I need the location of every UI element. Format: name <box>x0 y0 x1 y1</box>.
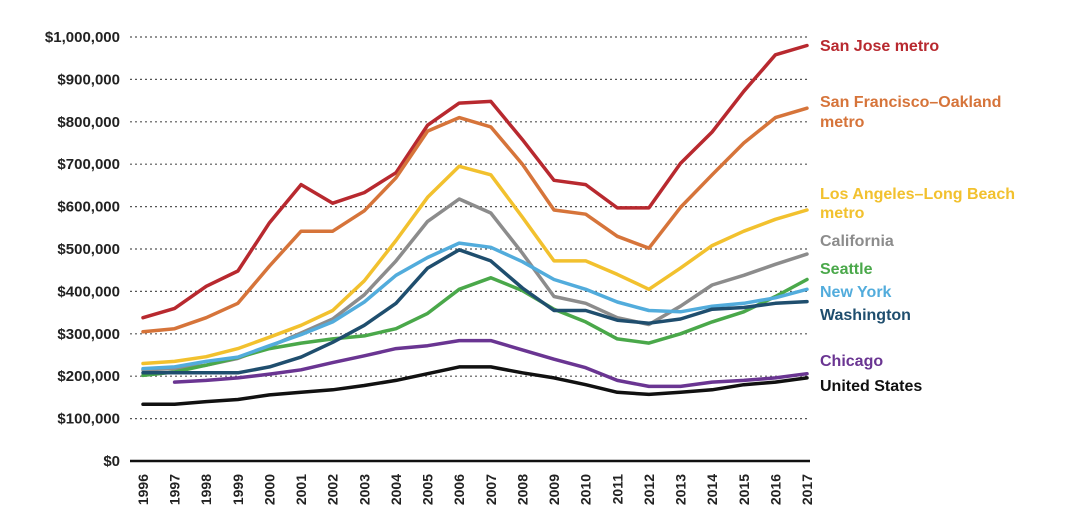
series-line-chicago <box>172 338 809 389</box>
x-tick-label: 2016 <box>767 474 783 505</box>
series-label: Seattle <box>820 261 873 278</box>
series-line-united-states <box>141 365 809 406</box>
y-tick-label: $0 <box>103 453 120 470</box>
x-tick-label: 2009 <box>546 474 562 505</box>
x-tick-label: 2004 <box>388 474 404 505</box>
series-label: San Francisco–Oakland <box>820 94 1001 111</box>
x-tick-label: 2010 <box>578 474 594 505</box>
x-tick-label: 2001 <box>293 474 309 505</box>
y-tick-label: $1,000,000 <box>45 29 120 46</box>
x-tick-label: 1999 <box>230 474 246 505</box>
x-tick-label: 2015 <box>736 474 752 505</box>
y-tick-label: $600,000 <box>57 199 120 216</box>
y-axis-tick-labels: $0 $100,000 $200,000 $300,000 $400,000 $500,0… <box>45 29 120 470</box>
x-tick-label: 2005 <box>420 474 436 505</box>
y-tick-label: $800,000 <box>57 114 120 131</box>
y-tick-label: $900,000 <box>57 71 120 88</box>
y-tick-label: $200,000 <box>57 368 120 385</box>
x-tick-label: 2017 <box>799 474 815 505</box>
series-label: San Jose metro <box>820 38 939 55</box>
gridlines <box>130 36 810 420</box>
series-label: Los Angeles–Long Beach <box>820 186 1015 203</box>
series-line-washington <box>141 248 809 375</box>
series-label: Chicago <box>820 353 883 370</box>
x-tick-label: 2002 <box>325 474 341 505</box>
x-tick-label: 2011 <box>609 474 625 505</box>
x-tick-label: 2008 <box>514 474 530 505</box>
series-line-new-york <box>141 241 809 371</box>
series-label: United States <box>820 378 922 395</box>
x-tick-label: 1996 <box>135 474 151 505</box>
x-tick-label: 2013 <box>673 474 689 505</box>
series-label: New York <box>820 284 892 301</box>
series-line-los-angeles-long-beach-metro <box>141 164 809 366</box>
x-tick-label: 2003 <box>356 474 372 505</box>
y-tick-label: $500,000 <box>57 241 120 258</box>
x-tick-label: 1998 <box>198 474 214 505</box>
series-labels: San Jose metro San Francisco–Oakland metro… <box>820 38 1015 395</box>
y-tick-label: $100,000 <box>57 411 120 428</box>
series-label: metro <box>820 114 865 131</box>
y-tick-label: $400,000 <box>57 283 120 300</box>
y-tick-label: $300,000 <box>57 326 120 343</box>
x-tick-label: 2012 <box>641 474 657 505</box>
y-tick-label: $700,000 <box>57 156 120 173</box>
series-label: metro <box>820 205 865 222</box>
x-tick-label: 1997 <box>167 474 183 505</box>
x-tick-label: 2007 <box>483 474 499 505</box>
series-line-san-jose-metro <box>141 43 809 320</box>
x-tick-label: 2000 <box>261 474 277 505</box>
series-label: California <box>820 233 894 250</box>
x-axis-tick-labels: 1996 1997 1998 1999 2000 2001 2002 2003 2004 2005… <box>135 474 815 505</box>
series-label: Washington <box>820 307 911 324</box>
x-tick-label: 2006 <box>451 474 467 505</box>
series-line-san-francisco-oakland-metro <box>141 106 809 334</box>
series-line-seattle <box>141 276 809 378</box>
x-tick-label: 2014 <box>704 474 720 505</box>
series-lines <box>141 43 809 406</box>
